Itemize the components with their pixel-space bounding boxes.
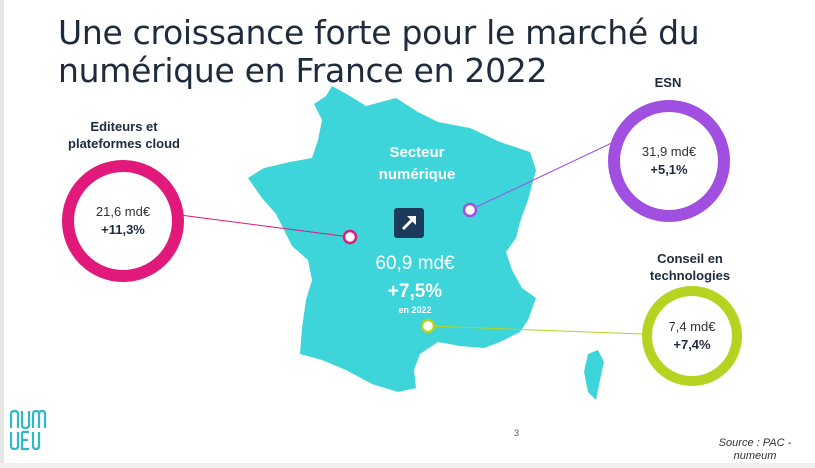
- marker-editeurs: [342, 229, 358, 245]
- segment-growth-conseil: +7,4%: [673, 337, 711, 352]
- segment-ring-editeurs: 21,6 md€ +11,3%: [62, 160, 184, 282]
- segment-value-conseil: 7,4 md€: [668, 319, 716, 334]
- numeum-logo-mark: [9, 409, 47, 451]
- numeum-logo: [8, 408, 48, 457]
- marker-conseil: [420, 318, 436, 334]
- segment-value-esn: 31,9 md€: [641, 144, 697, 159]
- center-year: en 2022: [398, 305, 432, 315]
- segment-growth-editeurs: +11,3%: [101, 222, 145, 237]
- connector-conseil: [427, 325, 643, 335]
- segment-growth-esn: +5,1%: [650, 162, 688, 177]
- window-bottom-edge: [0, 463, 815, 468]
- growth-arrow-icon: [394, 208, 424, 238]
- slide-title: Une croissance forte pour le marché du n…: [58, 13, 700, 90]
- center-value: 60,9 md€: [375, 253, 455, 274]
- marker-esn: [462, 202, 478, 218]
- segment-value-editeurs: 21,6 md€: [95, 204, 151, 219]
- center-growth: +7,5%: [387, 281, 443, 302]
- connector-esn: [469, 139, 619, 211]
- segment-label-conseil: Conseil en technologies: [649, 251, 731, 283]
- connector-editeurs: [179, 214, 351, 238]
- segment-label-editeurs: Editeurs et plateformes cloud: [68, 119, 180, 151]
- corsica-shape: [584, 350, 604, 400]
- page-number: 3: [514, 428, 520, 438]
- source-note: Source : PAC - numeum: [718, 437, 792, 462]
- france-mainland-shape: [248, 86, 536, 392]
- center-label: Secteur numérique: [378, 144, 456, 183]
- segment-label-esn: ESN: [654, 75, 682, 90]
- segment-ring-esn: 31,9 md€ +5,1%: [608, 100, 730, 222]
- segment-ring-conseil: 7,4 md€ +7,4%: [642, 286, 742, 386]
- window-edge: [0, 0, 4, 468]
